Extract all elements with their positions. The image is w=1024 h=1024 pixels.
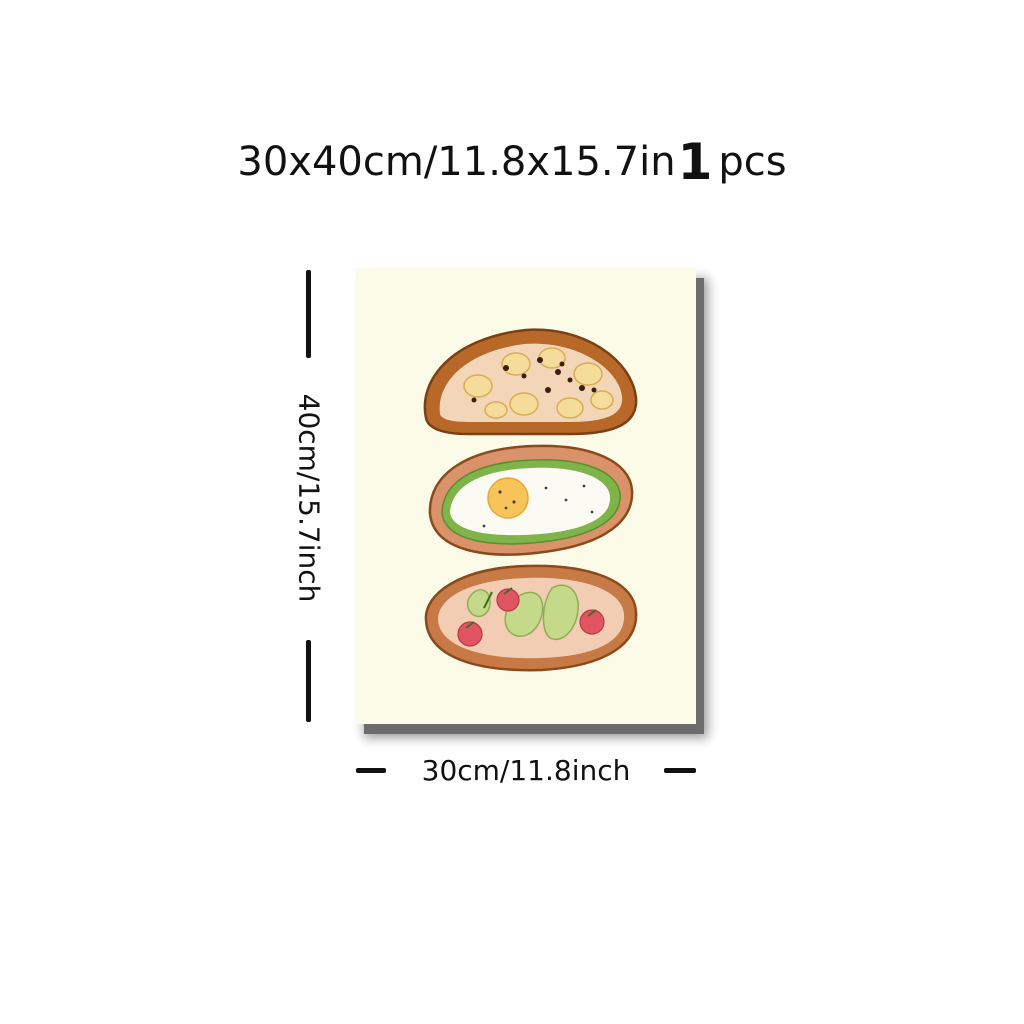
banana-toast [423,328,638,436]
tomato-avocado-toast [424,564,638,672]
height-dimension-label: 40cm/15.7inch [292,393,326,603]
quantity-unit: pcs [718,139,787,185]
size-text: 30x40cm/11.8x15.7in [237,139,676,185]
poster-artwork [356,268,696,724]
width-dimension-bar-right [664,768,696,773]
width-dimension-bar-left [356,768,386,773]
height-dimension-bar-top [306,270,311,358]
width-dimension-label: 30cm/11.8inch [421,754,631,787]
poster-canvas [356,268,696,724]
quantity-number: 1 [677,133,713,191]
egg-avocado-toast [428,444,634,556]
height-dimension-bar-bottom [306,640,311,722]
size-headline: 30x40cm/11.8x15.7in1 pcs [0,132,1024,192]
